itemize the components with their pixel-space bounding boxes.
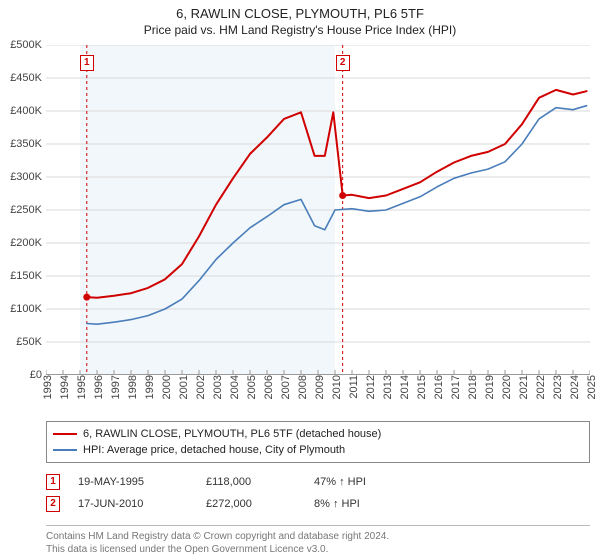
y-axis-label: £300K bbox=[10, 171, 42, 183]
sale-row: 1 19-MAY-1995 £118,000 47% ↑ HPI bbox=[46, 471, 590, 493]
chart-container: 6, RAWLIN CLOSE, PLYMOUTH, PL6 5TF Price… bbox=[0, 0, 600, 560]
y-axis-label: £50K bbox=[16, 336, 42, 348]
sale-row: 2 17-JUN-2010 £272,000 8% ↑ HPI bbox=[46, 493, 590, 515]
x-axis-label: 2016 bbox=[429, 375, 445, 399]
sale-marker-1: 1 bbox=[80, 55, 94, 71]
x-axis-label: 2017 bbox=[446, 375, 462, 399]
sale-price: £118,000 bbox=[206, 476, 296, 488]
x-axis-label: 2008 bbox=[293, 375, 309, 399]
sale-marker-inline: 1 bbox=[46, 474, 60, 490]
x-axis-label: 2024 bbox=[565, 375, 581, 399]
x-axis-label: 2023 bbox=[548, 375, 564, 399]
x-axis-label: 1996 bbox=[89, 375, 105, 399]
x-axis-label: 2018 bbox=[463, 375, 479, 399]
x-axis-label: 2015 bbox=[412, 375, 428, 399]
legend-swatch bbox=[53, 449, 77, 451]
y-axis-label: £450K bbox=[10, 72, 42, 84]
chart-plot-area: £0£50K£100K£150K£200K£250K£300K£350K£400… bbox=[46, 45, 590, 375]
y-axis-label: £200K bbox=[10, 237, 42, 249]
sale-marker-2: 2 bbox=[336, 55, 350, 71]
attribution-line-2: This data is licensed under the Open Gov… bbox=[46, 543, 590, 556]
x-axis-label: 1995 bbox=[72, 375, 88, 399]
x-axis-label: 2004 bbox=[225, 375, 241, 399]
sale-price: £272,000 bbox=[206, 498, 296, 510]
x-axis-label: 2020 bbox=[497, 375, 513, 399]
sale-diff: 47% ↑ HPI bbox=[314, 476, 394, 488]
x-axis-label: 2013 bbox=[378, 375, 394, 399]
legend-label: HPI: Average price, detached house, City… bbox=[83, 442, 345, 458]
x-axis-label: 1999 bbox=[140, 375, 156, 399]
x-axis-label: 2001 bbox=[174, 375, 190, 399]
legend-label: 6, RAWLIN CLOSE, PLYMOUTH, PL6 5TF (deta… bbox=[83, 426, 381, 442]
x-axis-label: 2000 bbox=[157, 375, 173, 399]
x-axis-label: 2019 bbox=[480, 375, 496, 399]
attribution-line-1: Contains HM Land Registry data © Crown c… bbox=[46, 530, 590, 543]
sale-date: 19-MAY-1995 bbox=[78, 476, 188, 488]
x-axis-label: 2005 bbox=[242, 375, 258, 399]
x-axis-label: 2010 bbox=[327, 375, 343, 399]
x-axis-label: 2009 bbox=[310, 375, 326, 399]
x-axis-label: 2014 bbox=[395, 375, 411, 399]
y-axis-label: £250K bbox=[10, 204, 42, 216]
x-axis-label: 2011 bbox=[344, 375, 360, 399]
attribution: Contains HM Land Registry data © Crown c… bbox=[46, 525, 590, 556]
legend-box: 6, RAWLIN CLOSE, PLYMOUTH, PL6 5TF (deta… bbox=[46, 421, 590, 463]
x-axis-label: 2021 bbox=[514, 375, 530, 399]
legend-item: HPI: Average price, detached house, City… bbox=[53, 442, 583, 458]
legend-swatch bbox=[53, 433, 77, 435]
y-axis-label: £100K bbox=[10, 303, 42, 315]
legend: 6, RAWLIN CLOSE, PLYMOUTH, PL6 5TF (deta… bbox=[46, 421, 590, 463]
sale-marker-inline: 2 bbox=[46, 496, 60, 512]
y-axis-label: £150K bbox=[10, 270, 42, 282]
x-axis-label: 1998 bbox=[123, 375, 139, 399]
y-axis-label: £400K bbox=[10, 105, 42, 117]
x-axis-label: 2003 bbox=[208, 375, 224, 399]
x-axis-label: 1997 bbox=[106, 375, 122, 399]
x-axis-label: 2025 bbox=[582, 375, 598, 399]
x-axis-label: 2007 bbox=[276, 375, 292, 399]
x-axis-label: 1993 bbox=[38, 375, 54, 399]
chart-title: 6, RAWLIN CLOSE, PLYMOUTH, PL6 5TF bbox=[0, 0, 600, 21]
y-axis-label: £500K bbox=[10, 39, 42, 51]
x-axis-label: 2012 bbox=[361, 375, 377, 399]
sales-table: 1 19-MAY-1995 £118,000 47% ↑ HPI 2 17-JUN-201… bbox=[46, 471, 590, 515]
x-axis-label: 2022 bbox=[531, 375, 547, 399]
sale-diff: 8% ↑ HPI bbox=[314, 498, 394, 510]
x-axis-label: 2006 bbox=[259, 375, 275, 399]
y-axis-label: £350K bbox=[10, 138, 42, 150]
legend-item: 6, RAWLIN CLOSE, PLYMOUTH, PL6 5TF (deta… bbox=[53, 426, 583, 442]
chart-subtitle: Price paid vs. HM Land Registry's House … bbox=[0, 21, 600, 37]
chart-svg bbox=[46, 45, 590, 375]
sale-date: 17-JUN-2010 bbox=[78, 498, 188, 510]
x-axis-label: 1994 bbox=[55, 375, 71, 399]
x-axis-label: 2002 bbox=[191, 375, 207, 399]
